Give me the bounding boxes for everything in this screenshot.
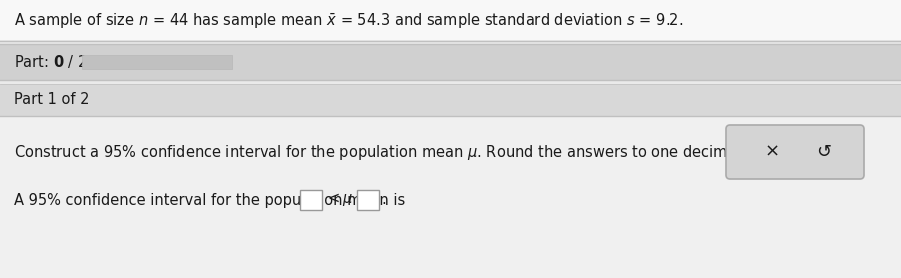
Text: $<\mu<$: $<\mu<$ bbox=[325, 192, 368, 208]
Text: A sample of size $n$ = 44 has sample mean $\bar{x}$ = 54.3 and sample standard d: A sample of size $n$ = 44 has sample mea… bbox=[14, 11, 683, 31]
Text: Construct a 95% confidence interval for the population mean $\mu$. Round the ans: Construct a 95% confidence interval for … bbox=[14, 143, 789, 162]
Text: ↺: ↺ bbox=[816, 143, 831, 161]
FancyBboxPatch shape bbox=[82, 55, 232, 69]
FancyBboxPatch shape bbox=[0, 44, 901, 80]
FancyBboxPatch shape bbox=[0, 84, 901, 116]
Text: Part 1 of 2: Part 1 of 2 bbox=[14, 93, 89, 108]
Text: ×: × bbox=[764, 143, 779, 161]
Text: Part: $\mathbf{0}$ / 2: Part: $\mathbf{0}$ / 2 bbox=[14, 53, 87, 71]
FancyBboxPatch shape bbox=[0, 116, 901, 278]
Text: .: . bbox=[381, 192, 386, 207]
FancyBboxPatch shape bbox=[0, 0, 901, 40]
FancyBboxPatch shape bbox=[300, 190, 322, 210]
Text: A 95% confidence interval for the population mean is: A 95% confidence interval for the popula… bbox=[14, 192, 405, 207]
FancyBboxPatch shape bbox=[357, 190, 379, 210]
FancyBboxPatch shape bbox=[726, 125, 864, 179]
